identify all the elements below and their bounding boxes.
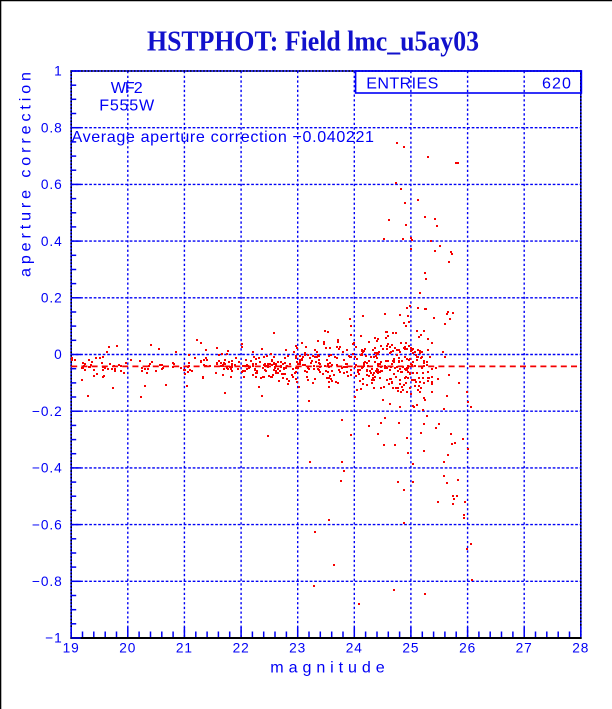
svg-text:0.2: 0.2: [41, 291, 63, 306]
svg-text:0.6: 0.6: [41, 177, 63, 192]
svg-text:HSTPHOT: Field lmc_u5ay03: HSTPHOT: Field lmc_u5ay03: [147, 26, 479, 57]
svg-text:−0.6: −0.6: [32, 517, 63, 532]
svg-text:0.4: 0.4: [41, 234, 63, 249]
svg-text:620: 620: [542, 75, 571, 93]
svg-text:1: 1: [54, 64, 63, 79]
svg-text:−0.2: −0.2: [32, 404, 63, 419]
svg-text:19: 19: [63, 641, 80, 656]
svg-text:WF2: WF2: [111, 79, 143, 97]
svg-text:ENTRIES: ENTRIES: [366, 75, 438, 93]
svg-text:−0.8: −0.8: [32, 574, 63, 589]
svg-text:0.8: 0.8: [41, 120, 63, 135]
svg-text:27: 27: [516, 641, 533, 656]
svg-text:Average aperture correction −0: Average aperture correction −0.040221: [72, 128, 375, 146]
svg-text:21: 21: [176, 641, 193, 656]
svg-text:−0.4: −0.4: [32, 461, 63, 476]
svg-text:26: 26: [459, 641, 476, 656]
svg-text:25: 25: [402, 641, 419, 656]
svg-text:−1: −1: [45, 631, 62, 646]
svg-text:0: 0: [54, 347, 63, 362]
svg-text:28: 28: [572, 641, 589, 656]
svg-text:24: 24: [346, 641, 363, 656]
svg-text:F555W: F555W: [99, 97, 155, 115]
svg-text:20: 20: [119, 641, 136, 656]
svg-text:23: 23: [289, 641, 306, 656]
svg-text:22: 22: [233, 641, 250, 656]
